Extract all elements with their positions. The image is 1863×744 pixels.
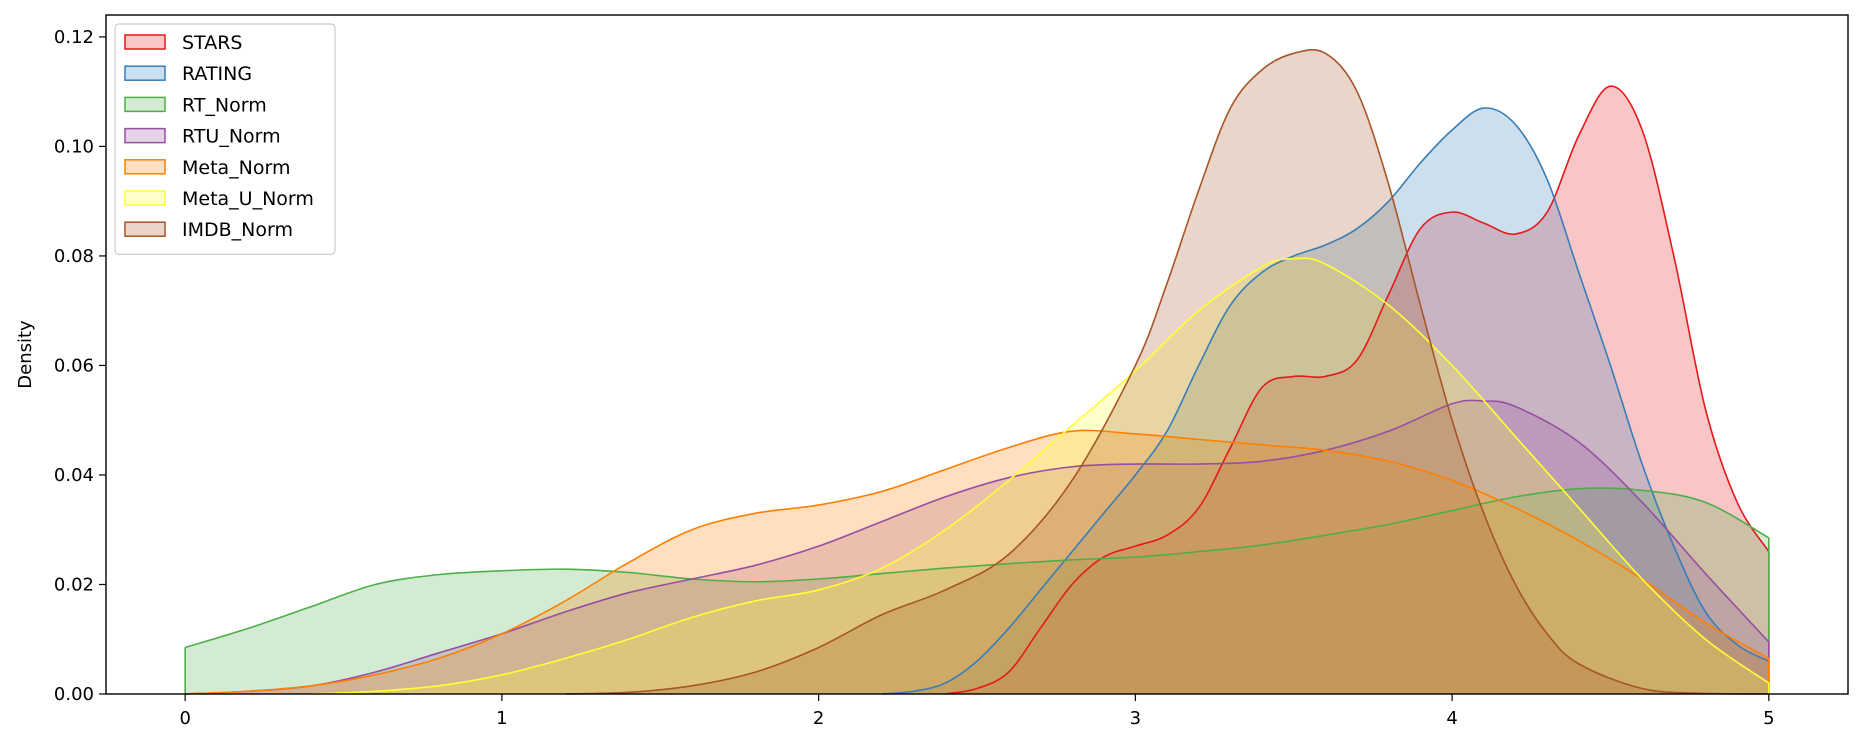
area-imdb-norm — [565, 49, 1769, 694]
y-tick-label: 0.10 — [54, 136, 94, 157]
legend-swatch-meta-u-norm — [124, 190, 166, 206]
x-axis: 0 1 2 3 4 5 — [179, 694, 1775, 729]
y-axis: 0.00 0.02 0.04 0.06 0.08 0.10 0.12 — [54, 27, 106, 705]
area-rt-norm — [185, 488, 1769, 694]
plot-frame — [105, 14, 1849, 695]
y-tick-label: 0.04 — [54, 465, 94, 486]
legend-label-imdb-norm: IMDB_Norm — [182, 219, 293, 241]
area-rating — [881, 107, 1769, 694]
legend-box — [114, 23, 336, 255]
x-tick-label: 1 — [496, 708, 507, 729]
legend-label-meta-u-norm: Meta_U_Norm — [182, 188, 314, 210]
area-meta-u-norm — [311, 258, 1769, 694]
legend-swatch-rt-norm — [124, 96, 166, 113]
y-tick-label: 0.02 — [54, 574, 94, 595]
y-tick-label: 0.00 — [54, 684, 94, 705]
line-rt-norm — [184, 487, 1770, 694]
y-tick-label: 0.08 — [54, 246, 94, 267]
legend-swatch-rating — [124, 65, 166, 81]
legend-swatch-meta-norm — [124, 159, 166, 175]
legend-swatch-stars — [124, 34, 166, 50]
y-axis-label: Density — [15, 320, 36, 389]
x-tick-label: 5 — [1763, 708, 1774, 729]
y-tick-label: 0.06 — [54, 355, 94, 376]
x-tick-label: 4 — [1446, 708, 1457, 729]
legend-swatch-imdb-norm — [124, 221, 166, 237]
area-meta-norm — [185, 430, 1769, 694]
legend-label-rt-norm: RT_Norm — [182, 94, 267, 116]
legend-swatch-rtu-norm — [124, 127, 166, 144]
x-tick-label: 2 — [813, 708, 824, 729]
legend: STARS RATING RT_Norm RTU_Norm Meta_Norm Meta_… — [114, 23, 336, 255]
area-rtu-norm — [185, 400, 1769, 694]
legend-label-meta-norm: Meta_Norm — [182, 157, 291, 179]
y-tick-label: 0.12 — [54, 27, 94, 48]
x-tick-label: 3 — [1130, 708, 1141, 729]
legend-label-stars: STARS — [182, 32, 242, 54]
density-line-layer — [184, 48, 1770, 695]
legend-label-rtu-norm: RTU_Norm — [182, 126, 281, 148]
legend-label-rating: RATING — [182, 63, 252, 85]
x-tick-label: 0 — [179, 708, 190, 729]
